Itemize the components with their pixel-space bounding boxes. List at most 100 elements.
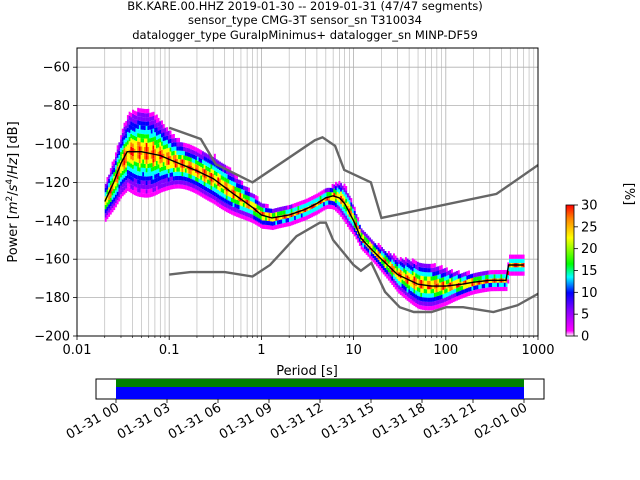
heatmap-cell xyxy=(145,130,148,135)
y-label-prefix: Power [ xyxy=(6,214,21,263)
heatmap-cell xyxy=(505,282,508,287)
heatmap-cell xyxy=(230,206,233,211)
heatmap-cell xyxy=(179,146,182,151)
heatmap-cell xyxy=(152,145,155,150)
heatmap-cell xyxy=(394,280,397,286)
heatmap-cell xyxy=(350,198,353,203)
heatmap-cell xyxy=(389,278,392,283)
heatmap-cell xyxy=(415,294,418,299)
heatmap-cell xyxy=(191,154,194,159)
heatmap-cell xyxy=(116,157,119,163)
heatmap-cell xyxy=(205,191,208,196)
heatmap-cell xyxy=(184,176,187,182)
heatmap-cell xyxy=(302,216,305,222)
heatmap-cell xyxy=(423,301,426,306)
heatmap-cell xyxy=(413,272,416,277)
heatmap-cell xyxy=(133,110,136,115)
heatmap-cell xyxy=(432,297,435,302)
heatmap-cell xyxy=(154,161,157,167)
heatmap-cell xyxy=(166,152,169,157)
heatmap-cell xyxy=(350,223,353,228)
heatmap-cell xyxy=(164,153,167,158)
heatmap-cell xyxy=(437,274,440,279)
heatmap-cell xyxy=(367,235,370,240)
heatmap-cell xyxy=(181,184,184,189)
heatmap-cell xyxy=(335,186,337,191)
heatmap-cell xyxy=(488,270,491,275)
heatmap-cell xyxy=(167,177,170,182)
heatmap-cell xyxy=(142,172,145,177)
heatmap-cell xyxy=(381,268,383,273)
heatmap-cell xyxy=(104,217,107,222)
heatmap-cell xyxy=(468,279,470,284)
heatmap-cell xyxy=(300,213,303,218)
heatmap-cell xyxy=(155,127,158,132)
heatmap-cell xyxy=(225,207,228,213)
heatmap-cell xyxy=(290,217,293,222)
heatmap-cell xyxy=(140,108,143,113)
heatmap-cell xyxy=(176,175,179,181)
heatmap-cell xyxy=(464,280,467,285)
heatmap-cell xyxy=(476,276,479,281)
heatmap-cell xyxy=(430,276,433,281)
heatmap-cell xyxy=(183,172,186,177)
heatmap-cell xyxy=(394,255,397,260)
heatmap-cell xyxy=(116,195,119,201)
heatmap-cell xyxy=(280,215,283,220)
heatmap-cell xyxy=(164,178,167,183)
heatmap-cell xyxy=(420,263,423,268)
heatmap-cell xyxy=(464,271,467,277)
heatmap-cell xyxy=(220,196,223,201)
heatmap-cell xyxy=(261,220,264,225)
heatmap-cell xyxy=(241,201,244,207)
heatmap-cell xyxy=(220,171,223,176)
heatmap-cell xyxy=(132,189,134,195)
heatmap-cell xyxy=(350,206,353,211)
heatmap-cell xyxy=(138,171,141,176)
heatmap-cell xyxy=(248,187,250,192)
heatmap-cell xyxy=(375,245,378,250)
heatmap-cell xyxy=(253,219,256,224)
heatmap-cell xyxy=(132,168,134,174)
heatmap-cell xyxy=(172,146,175,151)
heatmap-cell xyxy=(114,165,117,170)
heatmap-cell xyxy=(437,278,440,284)
heatmap-cell xyxy=(481,288,484,293)
heatmap-cell xyxy=(126,178,129,183)
noise-model-curves xyxy=(104,126,538,314)
heatmap-cell xyxy=(440,290,443,295)
heatmap-cell xyxy=(367,239,370,245)
heatmap-cell xyxy=(176,184,179,189)
heatmap-cell xyxy=(352,204,354,209)
heatmap-cell xyxy=(418,275,421,280)
heatmap-cell xyxy=(111,191,114,196)
heatmap-cell xyxy=(150,179,153,185)
heatmap-cell xyxy=(311,196,314,201)
heatmap-cell xyxy=(335,198,337,203)
heatmap-cell xyxy=(422,263,424,268)
heatmap-cell xyxy=(418,271,421,276)
heatmap-cell xyxy=(174,180,177,185)
heatmap-cell xyxy=(220,179,223,184)
heatmap-cell xyxy=(271,221,274,226)
heatmap-cell xyxy=(128,187,131,192)
heatmap-cell xyxy=(114,177,117,182)
heatmap-cell xyxy=(418,283,421,289)
heatmap-cell xyxy=(295,202,298,207)
heatmap-cell xyxy=(133,148,136,153)
heatmap-cell xyxy=(420,292,423,297)
heatmap-cell xyxy=(350,210,353,215)
heatmap-cell xyxy=(132,173,134,178)
heatmap-cell xyxy=(232,173,235,178)
heatmap-cell xyxy=(514,271,517,276)
heatmap-cell xyxy=(143,176,146,181)
heatmap-cell xyxy=(474,285,477,290)
heatmap-cell xyxy=(232,177,235,182)
heatmap-cell xyxy=(147,108,150,114)
heatmap-cell xyxy=(457,291,460,296)
heatmap-cell xyxy=(130,138,133,143)
heatmap-cell xyxy=(208,184,211,189)
heatmap-cell xyxy=(133,119,136,124)
heatmap-cell xyxy=(121,162,124,167)
heatmap-cell xyxy=(427,280,430,285)
